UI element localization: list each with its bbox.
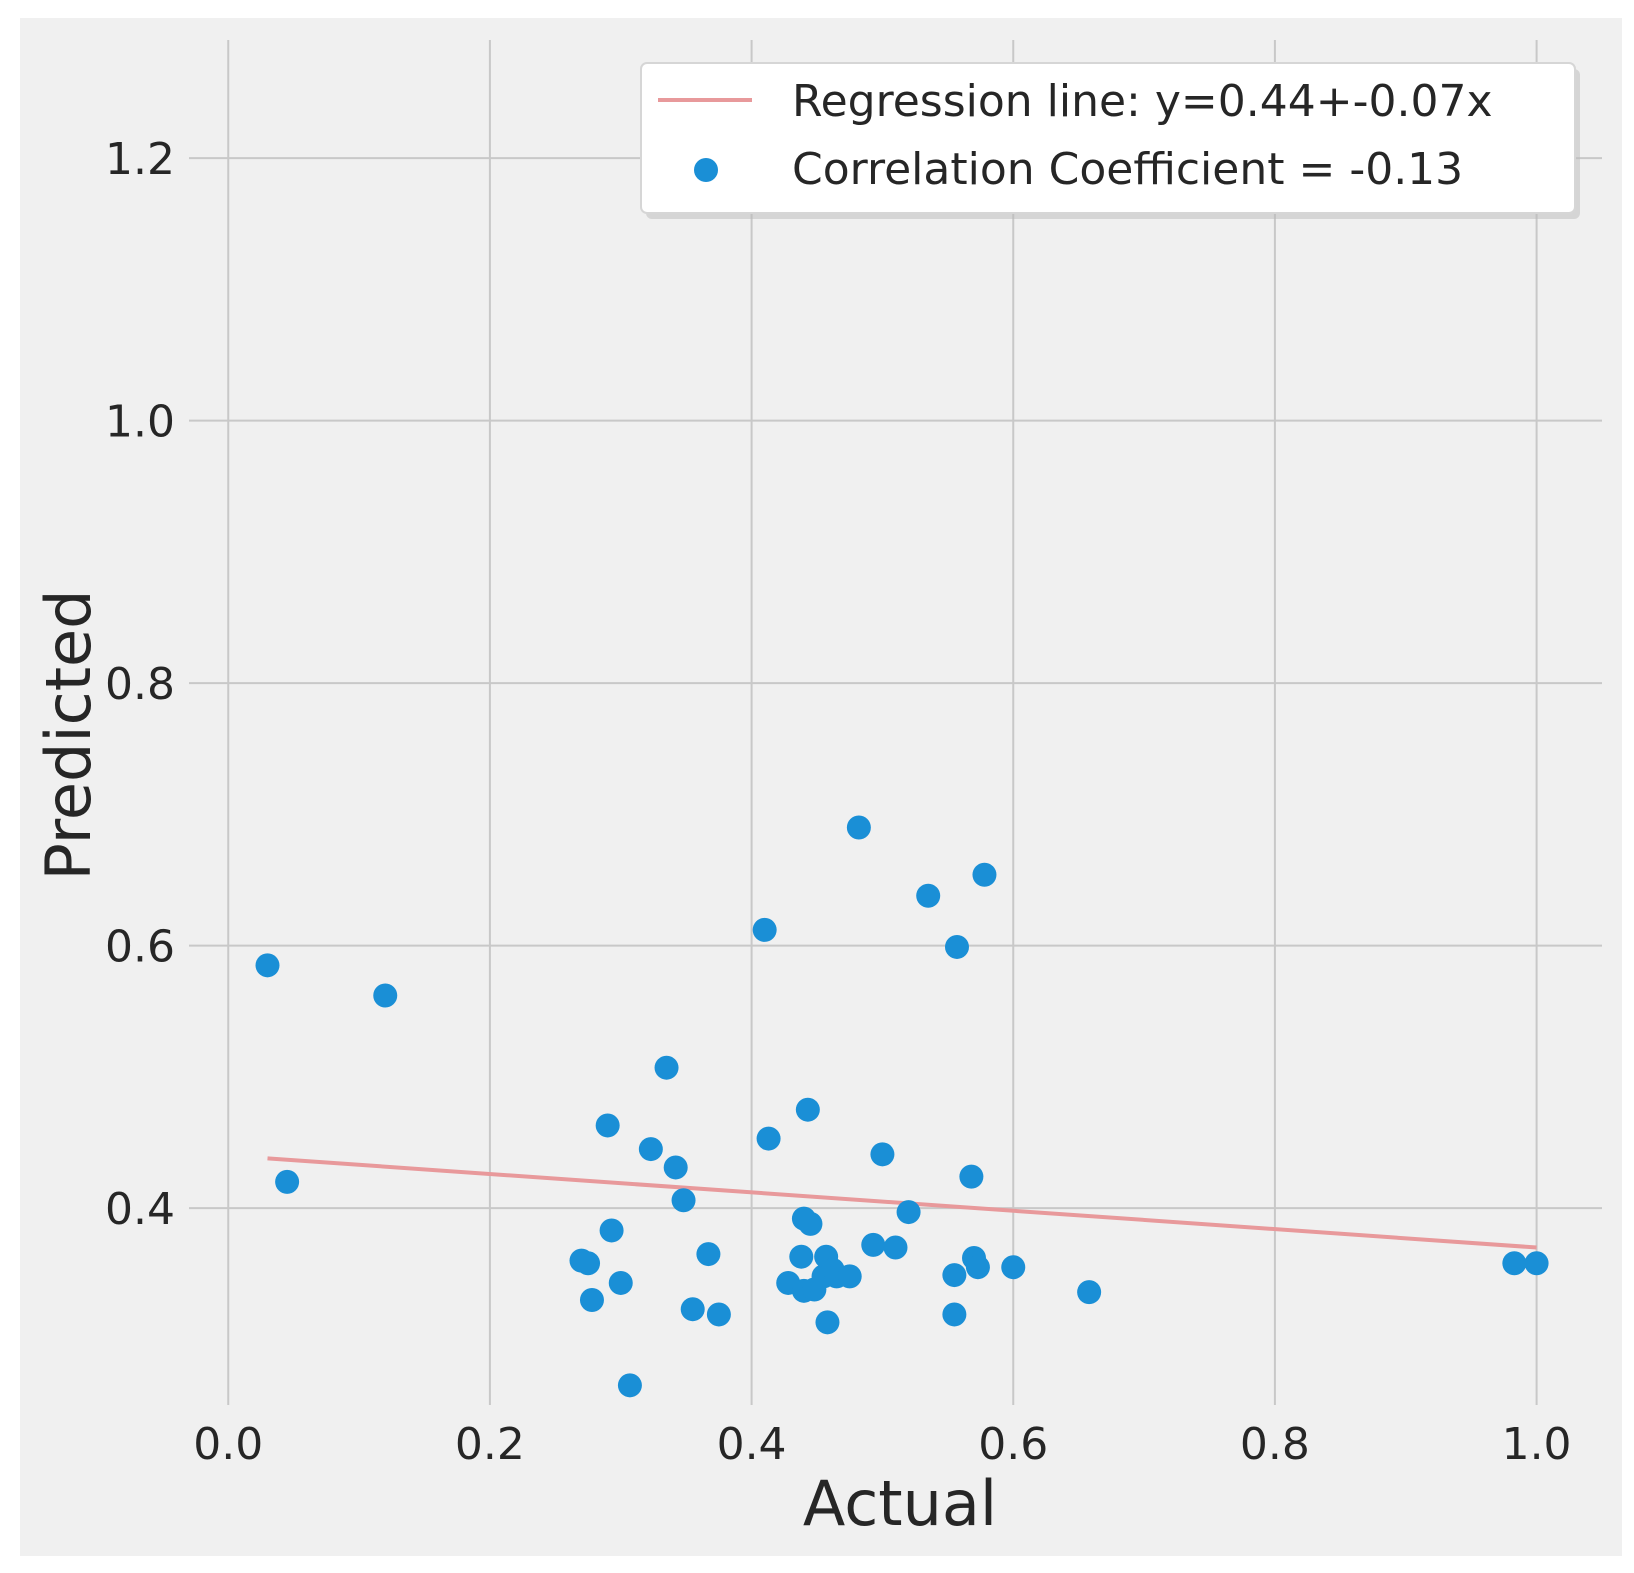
data-point [1077,1280,1102,1305]
x-tick-label: 0.4 [717,1419,787,1470]
data-point [972,862,997,887]
x-axis-ticks: 0.0 0.2 0.4 0.6 0.8 1.0 [193,1419,1571,1470]
x-tick-label: 0.6 [978,1419,1048,1470]
legend-regression-label: Regression line: y=0.44+-0.07x [792,76,1493,127]
y-axis-ticks: 0.4 0.6 0.8 1.0 1.2 [105,134,175,1235]
y-axis-label: Predicted [32,589,105,880]
data-point [752,917,777,942]
legend-box [640,62,1576,214]
y-tick-label: 0.4 [105,1184,175,1235]
data-point [608,1270,633,1295]
y-tick-label: 0.6 [105,922,175,973]
data-point [789,1244,814,1269]
data-point [861,1232,886,1257]
x-axis-label: Actual [803,1467,997,1540]
data-point [706,1302,731,1327]
data-point [846,815,871,840]
data-point [671,1188,696,1213]
data-point [944,934,969,959]
data-point [255,953,280,978]
data-point [373,983,398,1008]
data-point [1524,1251,1549,1276]
data-point [795,1097,820,1122]
data-point [576,1251,601,1276]
legend-points-label: Correlation Coefficient = -0.13 [792,144,1463,195]
x-tick-label: 1.0 [1502,1419,1572,1470]
data-point [617,1373,642,1398]
data-point [756,1126,781,1151]
data-point [1001,1255,1026,1280]
data-point [942,1263,967,1288]
x-tick-label: 0.2 [455,1419,525,1470]
legend-points-swatch [694,158,718,182]
data-point [798,1211,823,1236]
data-point [696,1242,721,1267]
data-point [663,1155,688,1180]
plot-area [189,40,1602,1405]
data-point [275,1169,300,1194]
data-point [595,1113,620,1138]
data-point [916,883,941,908]
y-tick-label: 1.2 [105,134,175,185]
data-point [837,1264,862,1289]
x-tick-label: 0.0 [193,1419,263,1470]
data-point [599,1218,624,1243]
x-tick-label: 0.8 [1240,1419,1310,1470]
data-point [965,1255,990,1280]
data-point [680,1297,705,1322]
y-tick-label: 1.0 [105,397,175,448]
data-point [959,1164,984,1189]
data-point [1502,1251,1527,1276]
data-point [870,1142,895,1167]
data-point [942,1302,967,1327]
data-point [896,1200,921,1225]
data-point [638,1137,663,1162]
data-point [883,1235,908,1260]
y-tick-label: 0.8 [105,659,175,710]
legend: Regression line: y=0.44+-0.07x Correlati… [640,62,1580,219]
data-point [579,1288,604,1312]
data-point [815,1310,840,1335]
data-points [255,815,1549,1398]
data-point [654,1055,679,1080]
